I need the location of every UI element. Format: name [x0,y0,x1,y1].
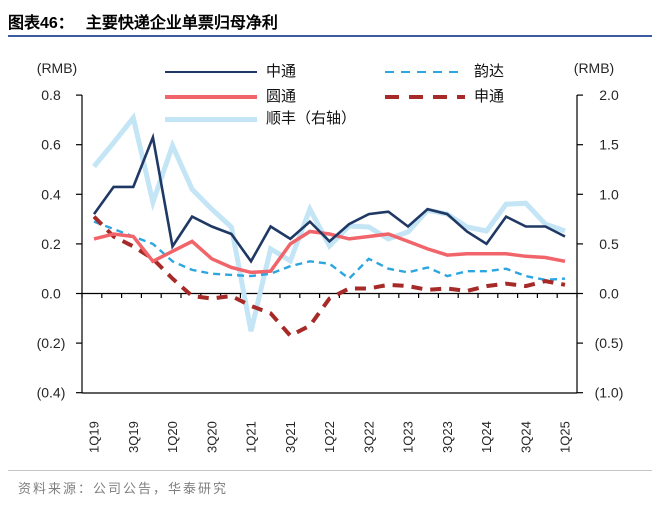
legend-item-sf: 顺丰（右轴） [165,111,356,127]
legend-label-yunda: 韵达 [474,63,505,80]
svg-text:0.0: 0.0 [41,286,61,302]
axis-right-ticks: 2.0 1.5 1.0 0.5 0.0 (0.5) (1.0) (RMB) [574,60,624,401]
svg-text:1Q23: 1Q23 [401,421,416,453]
svg-text:(RMB): (RMB) [37,60,77,76]
title-divider [8,35,652,37]
svg-text:3Q23: 3Q23 [440,421,455,453]
legend-label-sf: 顺丰（右轴） [266,110,357,127]
series-line-sf [92,112,566,332]
svg-text:0.8: 0.8 [41,87,61,103]
legend-item-zto: 中通 [165,64,296,80]
svg-text:3Q22: 3Q22 [361,421,376,453]
line-chart: 0.8 0.6 0.4 0.2 0.0 (0.2) (0.4) (RMB) 2.0 1.5 1.0 0… [37,60,624,453]
svg-text:(1.0): (1.0) [595,385,624,401]
svg-text:1.5: 1.5 [599,137,619,153]
legend-label-yto: 圆通 [266,88,297,105]
svg-text:3Q20: 3Q20 [204,421,219,453]
svg-text:(0.4): (0.4) [37,385,66,401]
svg-text:1Q22: 1Q22 [322,421,337,453]
legend-swatch-yto-line [165,95,257,99]
axis-x-labels: 1Q19 3Q19 1Q20 3Q20 1Q21 3Q21 1Q22 3Q22 1Q23 3Q23… [87,421,573,453]
axis-left-ticks: 0.8 0.6 0.4 0.2 0.0 (0.2) (0.4) (RMB) [37,60,82,401]
svg-text:0.4: 0.4 [41,186,61,202]
svg-text:(0.2): (0.2) [37,335,66,351]
legend-label-sto: 申通 [474,88,505,105]
series-line-yto [93,229,566,275]
chart-title-row: 图表46： 主要快递企业单票归母净利 [8,9,278,33]
svg-text:1Q21: 1Q21 [244,421,259,453]
legend-item-sto: 申通 [385,89,504,105]
svg-text:3Q24: 3Q24 [518,421,533,453]
series-line-zto [92,132,566,264]
svg-text:1Q20: 1Q20 [165,421,180,453]
svg-text:(RMB): (RMB) [574,60,614,76]
series-line-yunda [93,220,566,282]
legend-item-yto: 圆通 [165,89,296,105]
svg-text:1Q25: 1Q25 [558,421,573,453]
chart-number-label: 图表46： [8,15,74,32]
source-note: 资料来源：公司公告，华泰研究 [18,481,229,496]
svg-text:0.0: 0.0 [599,286,619,302]
svg-text:1Q24: 1Q24 [479,421,494,453]
footer-divider [8,470,652,471]
svg-text:1.0: 1.0 [599,186,619,202]
legend-swatch-yunda-line [385,70,465,74]
page-title: 主要快递企业单票归母净利 [85,15,278,32]
series-line-sto [92,215,566,339]
legend-item-yunda: 韵达 [385,64,504,80]
svg-text:1Q19: 1Q19 [87,421,102,453]
legend-swatch-sto-line [385,95,465,99]
svg-text:3Q21: 3Q21 [283,421,298,453]
svg-text:(0.5): (0.5) [595,335,624,351]
svg-text:2.0: 2.0 [599,87,619,103]
legend-swatch-zto-line [165,70,257,74]
svg-text:0.6: 0.6 [41,137,61,153]
svg-text:3Q19: 3Q19 [126,421,141,453]
svg-text:0.2: 0.2 [41,236,61,252]
legend-label-zto: 中通 [266,63,297,80]
legend-swatch-sf-line [165,116,257,122]
svg-text:0.5: 0.5 [599,236,619,252]
